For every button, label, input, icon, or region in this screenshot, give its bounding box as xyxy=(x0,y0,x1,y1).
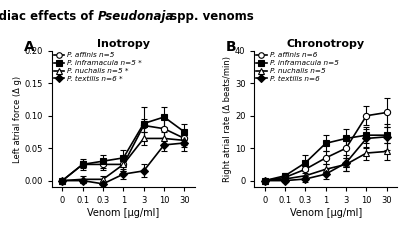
Y-axis label: Left atrial force (Δ g): Left atrial force (Δ g) xyxy=(13,75,22,163)
Legend: P. affinis n=5, P. inframacula n=5 *, P. nuchalis n=5 *, P. textilis n=6 *: P. affinis n=5, P. inframacula n=5 *, P.… xyxy=(53,52,143,83)
Text: B: B xyxy=(226,40,237,54)
Text: Pseudonaja: Pseudonaja xyxy=(98,10,174,23)
Y-axis label: Right atrial rate (Δ beats/min): Right atrial rate (Δ beats/min) xyxy=(223,56,232,182)
Legend: P. affinis n=6, P. inframacula n=5, P. nuchalis n=5, P. textilis n=6: P. affinis n=6, P. inframacula n=5, P. n… xyxy=(255,52,339,83)
Text: Cardiac effects of: Cardiac effects of xyxy=(0,10,98,23)
Title: Inotropy: Inotropy xyxy=(97,39,150,49)
Title: Chronotropy: Chronotropy xyxy=(287,39,365,49)
Text: spp. venoms: spp. venoms xyxy=(166,10,254,23)
Text: A: A xyxy=(24,40,34,54)
X-axis label: Venom [μg/ml]: Venom [μg/ml] xyxy=(87,208,160,218)
X-axis label: Venom [μg/ml]: Venom [μg/ml] xyxy=(290,208,362,218)
